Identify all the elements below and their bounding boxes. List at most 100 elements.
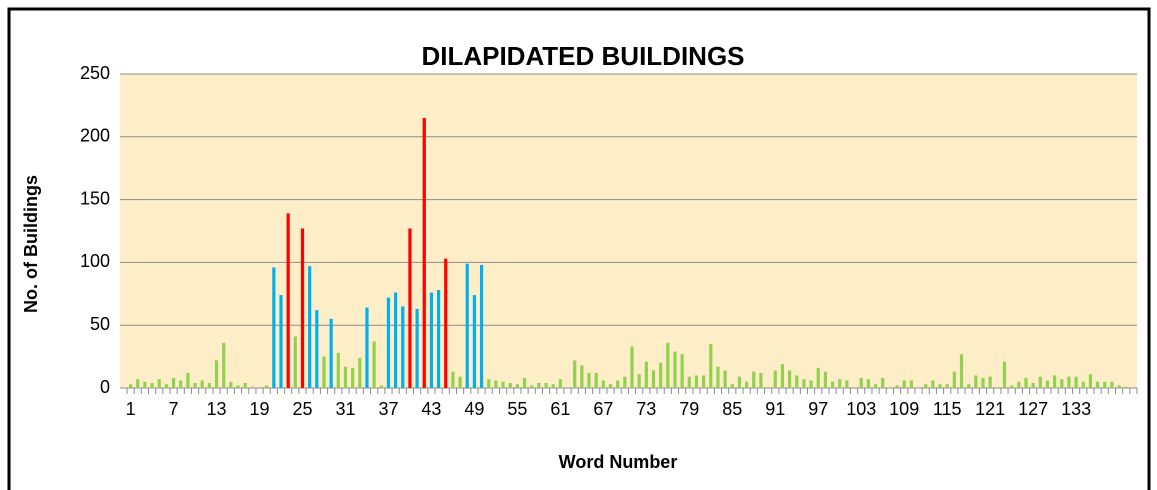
x-tick-label: 13 (207, 399, 227, 419)
bar (143, 381, 147, 388)
bar (580, 365, 584, 388)
bar (1110, 381, 1114, 388)
chart-title: DILAPIDATED BUILDINGS (421, 41, 744, 71)
bar (408, 228, 412, 388)
y-tick-label: 100 (80, 251, 110, 271)
bar (881, 377, 885, 388)
bar (1096, 381, 1100, 388)
x-tick-label: 133 (1061, 399, 1091, 419)
bar (902, 380, 906, 388)
bar (365, 307, 369, 388)
x-axis-label: Word Number (559, 452, 678, 472)
bar (673, 351, 677, 388)
x-tick-label: 25 (292, 399, 312, 419)
bar (544, 382, 548, 388)
bar (716, 366, 720, 388)
bar (558, 379, 562, 388)
bar (1081, 381, 1085, 388)
bar (444, 258, 448, 388)
bar (680, 354, 684, 388)
bar (1017, 381, 1021, 388)
bar (537, 382, 541, 388)
bar (243, 382, 247, 388)
bar (515, 384, 519, 388)
bar (379, 385, 383, 388)
bar (300, 228, 305, 388)
x-tick-label: 7 (169, 399, 179, 419)
bar (694, 375, 699, 388)
bar (1031, 382, 1035, 388)
bar (594, 372, 598, 388)
bar (866, 379, 870, 388)
bar (343, 366, 348, 388)
bar (838, 379, 842, 388)
bar (1010, 385, 1014, 388)
bar (551, 384, 555, 388)
bar (415, 308, 419, 388)
bar (472, 295, 477, 388)
y-tick-label: 200 (80, 126, 110, 146)
x-tick-label: 115 (933, 399, 962, 419)
bar (136, 379, 140, 388)
bar (723, 370, 727, 388)
bar (1124, 386, 1128, 388)
bar (487, 379, 491, 388)
x-tick-label: 31 (335, 399, 355, 419)
bar (315, 310, 319, 388)
bar (745, 381, 749, 388)
bar (1067, 376, 1071, 388)
bar (336, 352, 340, 388)
bar (164, 384, 168, 388)
bar (945, 384, 949, 388)
bar (608, 384, 613, 388)
bar (200, 380, 204, 388)
bar (637, 374, 641, 388)
y-tick-label: 250 (80, 63, 110, 83)
bar (150, 382, 154, 388)
x-tick-label: 103 (846, 399, 876, 419)
bar (358, 357, 362, 388)
bar (1117, 385, 1121, 388)
bar (465, 263, 469, 388)
bar (1074, 376, 1078, 388)
y-axis-label: No. of Buildings (21, 175, 41, 313)
bar (308, 266, 312, 388)
bar (429, 292, 434, 388)
bar (702, 375, 706, 388)
bar (1045, 380, 1050, 388)
bar (494, 380, 498, 388)
bar (279, 295, 283, 388)
bar (207, 382, 211, 388)
bar (329, 318, 333, 388)
bar (730, 384, 734, 388)
bar (171, 377, 176, 388)
bar (931, 380, 935, 388)
bar (451, 371, 455, 388)
bar (651, 370, 656, 388)
bar (1038, 376, 1042, 388)
bar (401, 306, 405, 388)
x-tick-label: 91 (765, 399, 785, 419)
bar (394, 292, 398, 388)
bar (601, 380, 605, 388)
bar (709, 344, 713, 388)
bar (909, 380, 913, 388)
bar (752, 371, 756, 388)
bar (759, 372, 763, 388)
bar (623, 376, 627, 388)
bar (186, 372, 190, 388)
x-tick-label: 121 (975, 399, 1005, 419)
bar (952, 371, 956, 388)
bar (644, 361, 648, 388)
bar (981, 377, 985, 388)
bar (222, 342, 226, 388)
bar (372, 341, 376, 388)
bar (265, 385, 269, 388)
bar (1024, 377, 1028, 388)
x-tick-label: 43 (421, 399, 441, 419)
bar (479, 264, 484, 388)
x-tick-label: 85 (722, 399, 742, 419)
bar (816, 367, 820, 388)
bar (873, 384, 878, 388)
bar (830, 381, 835, 388)
